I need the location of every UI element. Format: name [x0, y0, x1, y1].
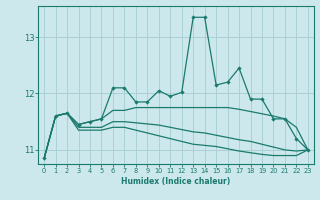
X-axis label: Humidex (Indice chaleur): Humidex (Indice chaleur): [121, 177, 231, 186]
